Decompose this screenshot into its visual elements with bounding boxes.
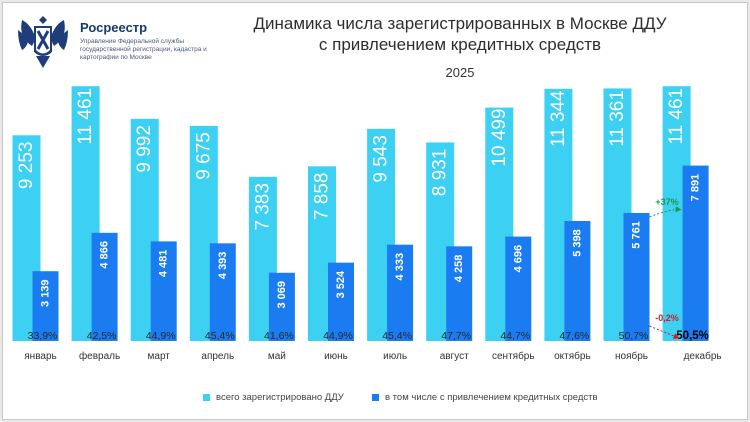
tick-label-9: сентябрь <box>492 350 535 362</box>
tick-label-7: июль <box>383 351 407 362</box>
data-label-credit-7: 4 333 <box>394 253 406 281</box>
tick-label-8: август <box>440 351 469 362</box>
annotation-negative: -0,2% <box>655 313 679 323</box>
tick-label-1: январь <box>24 351 56 362</box>
bar-credit-3 <box>150 241 177 341</box>
legend-swatch-total <box>203 394 210 401</box>
data-label-total-12: 11 461 <box>666 88 687 145</box>
data-label-credit-1: 3 139 <box>40 279 52 307</box>
share-label-8: 47,7% <box>441 330 471 342</box>
share-label-6: 44,9% <box>323 330 353 342</box>
data-label-total-4: 9 675 <box>193 132 214 180</box>
share-label-2: 42,5% <box>87 330 117 342</box>
data-label-credit-3: 4 481 <box>158 250 170 278</box>
tick-label-3: март <box>148 351 171 362</box>
data-label-total-9: 10 499 <box>489 109 510 167</box>
bar-chart: 9 253 3 139 33,9% январь 11 461 4 866 42,5% фев… <box>12 86 722 362</box>
data-label-credit-6: 3 524 <box>335 270 347 298</box>
data-label-credit-10: 5 398 <box>571 229 583 257</box>
bar-credit-12 <box>682 165 709 341</box>
legend-item-credit: в том числе с привлечением кредитных сре… <box>372 392 598 403</box>
bar-credit-10 <box>564 220 591 341</box>
data-label-total-5: 7 383 <box>252 183 273 231</box>
brand-name: Росреестр <box>80 20 148 35</box>
bar-credit-2 <box>91 232 118 341</box>
bar-credit-1 <box>32 271 59 341</box>
tick-label-2: февраль <box>79 350 120 362</box>
annotation-positive: +37% <box>655 197 678 207</box>
data-label-credit-8: 4 258 <box>453 255 465 283</box>
data-label-total-7: 9 543 <box>371 135 392 183</box>
tick-label-10: октябрь <box>554 350 591 362</box>
bar-credit-11 <box>623 212 650 341</box>
bar-credit-4 <box>209 243 236 341</box>
bar-credit-5 <box>268 272 295 341</box>
data-label-credit-12: 7 891 <box>690 174 702 202</box>
chart-subtitle: 2025 <box>445 65 475 80</box>
bar-credit-6 <box>328 262 354 341</box>
legend-label-total: всего зарегистрировано ДДУ <box>216 392 344 403</box>
data-label-credit-5: 3 069 <box>276 281 288 309</box>
data-label-total-10: 11 344 <box>548 90 569 147</box>
bar-credit-9 <box>505 236 532 341</box>
legend-item-total: всего зарегистрировано ДДУ <box>203 392 344 403</box>
bar-credit-7 <box>387 244 414 341</box>
legend-label-credit: в том числе с привлечением кредитных сре… <box>385 392 598 403</box>
tick-label-4: апрель <box>201 351 234 362</box>
data-label-credit-11: 5 761 <box>631 221 643 249</box>
share-label-3: 44,9% <box>146 330 176 342</box>
share-label-9: 44,7% <box>500 330 530 342</box>
data-label-credit-4: 4 393 <box>217 252 229 280</box>
share-label-11: 50,7% <box>619 330 649 342</box>
share-label-4: 45,4% <box>205 330 235 342</box>
share-label-12: 50,5% <box>676 330 709 342</box>
tick-label-12: декабрь <box>684 350 722 362</box>
share-label-10: 47,6% <box>560 330 590 342</box>
share-label-5: 41,6% <box>264 330 294 342</box>
annotation-arrow-negative <box>649 325 680 339</box>
data-label-total-6: 7 858 <box>312 173 333 221</box>
data-label-total-1: 9 253 <box>16 142 37 190</box>
data-label-total-8: 8 931 <box>430 149 451 197</box>
bar-credit-8 <box>446 246 473 341</box>
data-label-credit-2: 4 866 <box>99 241 111 269</box>
tick-label-5: май <box>268 351 286 362</box>
legend-swatch-credit <box>372 394 379 401</box>
tick-label-6: июнь <box>324 351 348 362</box>
brand-subtitle: Управление Федеральной службы государств… <box>80 38 207 61</box>
chart-title: Динамика числа зарегистрированных в Моск… <box>253 14 667 54</box>
share-label-1: 33,9% <box>28 330 58 342</box>
data-label-credit-9: 4 696 <box>512 245 524 273</box>
emblem-logo <box>18 16 68 68</box>
tick-label-11: ноябрь <box>615 350 648 362</box>
data-label-total-11: 11 361 <box>607 90 628 147</box>
data-label-total-3: 9 992 <box>134 125 155 173</box>
data-label-total-2: 11 461 <box>75 88 96 145</box>
share-label-7: 45,4% <box>382 330 412 342</box>
